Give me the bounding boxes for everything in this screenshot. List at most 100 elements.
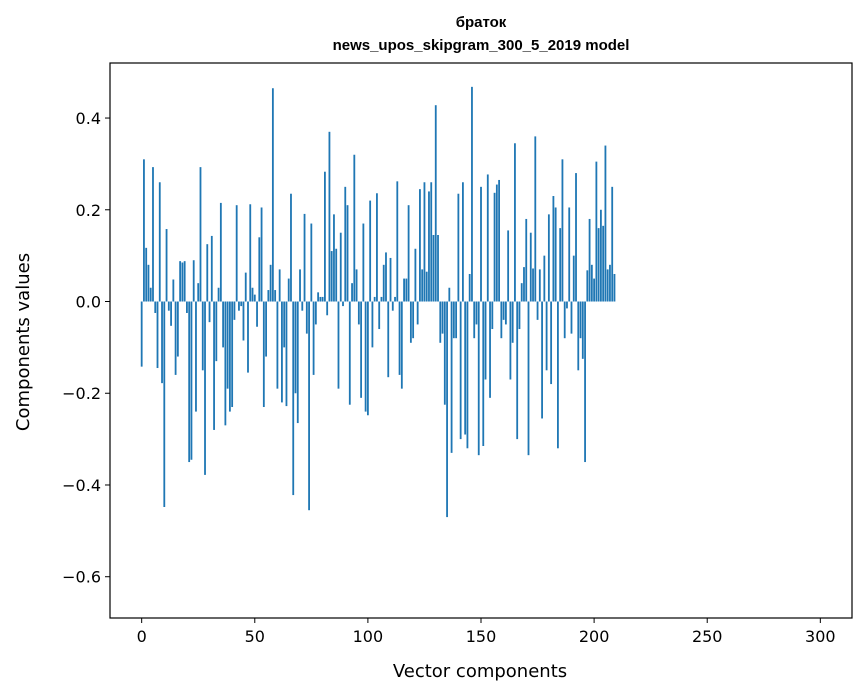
- bar: [308, 301, 310, 511]
- bar: [233, 301, 236, 320]
- x-axis-label: Vector components: [393, 661, 567, 682]
- bar: [511, 301, 514, 343]
- bar: [355, 269, 358, 302]
- plot-area: [109, 62, 853, 619]
- bar: [364, 301, 367, 412]
- bar: [330, 251, 333, 302]
- bar: [188, 301, 191, 463]
- bar: [244, 272, 247, 302]
- bar: [371, 301, 374, 348]
- bar: [482, 301, 485, 446]
- bar: [170, 301, 172, 326]
- bar: [260, 207, 263, 302]
- bar: [430, 182, 433, 302]
- bar: [439, 301, 442, 343]
- bar: [262, 301, 265, 408]
- bar: [328, 131, 331, 302]
- bar: [339, 232, 342, 302]
- bar: [149, 287, 152, 302]
- bar: [414, 248, 417, 302]
- bar: [301, 301, 304, 311]
- bar: [357, 301, 360, 325]
- bar: [346, 205, 349, 302]
- bar: [495, 184, 498, 302]
- bar: [242, 301, 245, 341]
- bar: [538, 269, 541, 302]
- bar: [324, 171, 326, 302]
- bar: [382, 264, 385, 302]
- bar: [351, 283, 353, 302]
- bar: [247, 301, 249, 373]
- bar: [532, 268, 534, 302]
- y-tick-label: 0.0: [76, 293, 101, 312]
- bar: [387, 301, 390, 378]
- bar: [335, 248, 338, 302]
- bar: [523, 267, 525, 302]
- bar: [477, 301, 480, 456]
- bar: [498, 179, 500, 302]
- x-tick-label: 50: [245, 627, 265, 646]
- bar: [561, 159, 564, 302]
- bar: [195, 301, 197, 412]
- bar: [312, 301, 315, 375]
- bar: [271, 88, 274, 302]
- bar: [172, 279, 175, 302]
- bar: [333, 214, 335, 302]
- bar: [450, 301, 453, 453]
- bar: [446, 301, 448, 518]
- bar: [303, 213, 306, 302]
- bar: [145, 247, 148, 302]
- bar: [219, 202, 222, 302]
- bar: [543, 255, 546, 302]
- bar: [468, 273, 471, 302]
- chart-title: браток: [456, 14, 507, 31]
- bar: [342, 301, 344, 307]
- bar: [550, 301, 553, 385]
- bar: [217, 287, 220, 302]
- bar: [258, 237, 261, 302]
- bar: [231, 301, 234, 408]
- bar: [434, 105, 437, 302]
- bars: [140, 86, 616, 518]
- bar: [491, 301, 494, 330]
- bar: [310, 223, 313, 302]
- bar: [500, 301, 503, 339]
- bar: [525, 218, 528, 302]
- bar: [452, 301, 455, 339]
- bar: [484, 301, 487, 380]
- bar: [575, 173, 577, 302]
- bar: [466, 301, 469, 449]
- bar: [611, 186, 614, 302]
- bar: [604, 145, 607, 302]
- bar: [321, 296, 324, 302]
- bar: [552, 196, 555, 302]
- bar: [210, 235, 213, 302]
- bar: [249, 204, 252, 302]
- bar: [389, 257, 392, 302]
- bar: [416, 301, 419, 325]
- bar: [464, 301, 467, 435]
- bar: [516, 301, 519, 440]
- bar: [385, 252, 387, 302]
- bar: [174, 301, 177, 375]
- x-tick-label: 150: [466, 627, 497, 646]
- bar: [251, 287, 254, 302]
- y-tick-label: 0.2: [76, 201, 101, 220]
- bar: [507, 230, 510, 302]
- bar: [428, 191, 430, 302]
- bar: [294, 301, 297, 394]
- y-tick-label: −0.2: [62, 384, 101, 403]
- bar: [204, 301, 206, 475]
- bar: [281, 301, 283, 403]
- bar: [373, 296, 376, 302]
- bar: [283, 301, 286, 348]
- bar: [547, 214, 550, 302]
- bar: [201, 301, 204, 371]
- bar: [590, 264, 593, 302]
- bar: [409, 301, 412, 343]
- bar: [471, 86, 473, 302]
- bar: [489, 301, 491, 398]
- bar: [602, 225, 605, 302]
- bar: [577, 301, 580, 371]
- bar: [455, 301, 458, 339]
